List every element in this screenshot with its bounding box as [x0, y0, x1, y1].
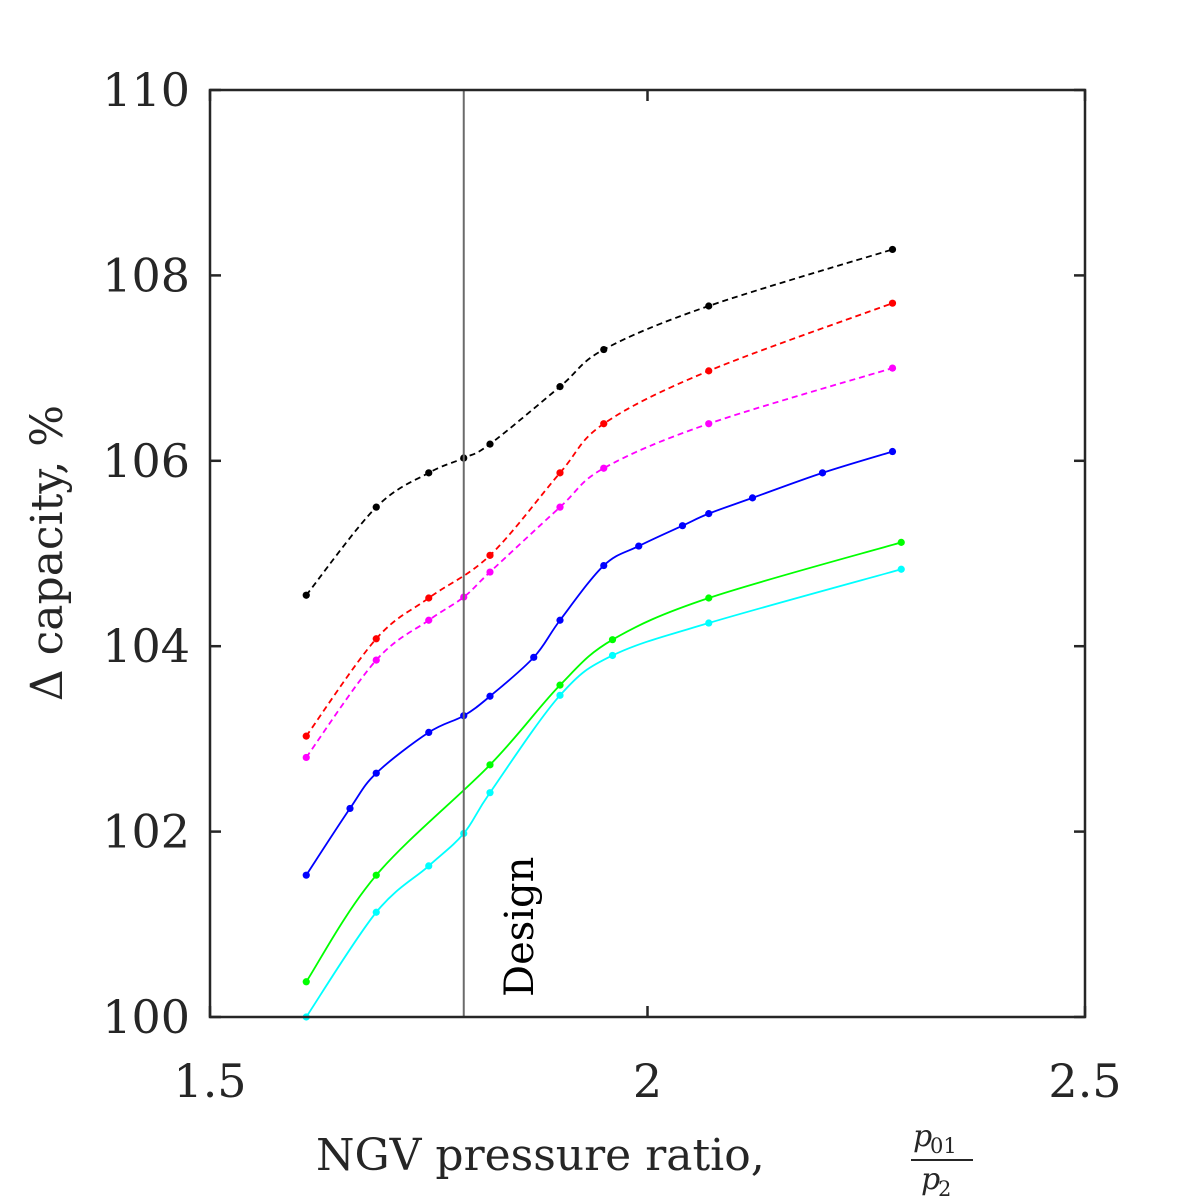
- series-layer: [302, 245, 905, 1021]
- data-point: [897, 565, 905, 573]
- y-tick-label: 102: [102, 805, 190, 859]
- tick-layer: 1.5 2 2.5 100 102 104 106 108 110: [102, 63, 1121, 1108]
- data-point: [486, 692, 494, 700]
- y-tick-label: 110: [102, 63, 190, 117]
- data-point: [556, 503, 564, 511]
- data-point: [425, 594, 433, 602]
- data-point: [705, 367, 713, 375]
- data-point: [486, 568, 494, 576]
- data-point: [600, 420, 608, 428]
- y-tick-label: 104: [102, 619, 190, 673]
- data-point: [530, 653, 538, 661]
- series-0: [302, 245, 897, 599]
- data-point: [372, 503, 380, 511]
- x-tick-label: 1.5: [173, 1054, 246, 1108]
- data-point: [302, 591, 310, 599]
- fraction-denominator-base: p: [921, 1162, 940, 1197]
- data-point: [888, 299, 897, 307]
- data-point: [372, 656, 380, 664]
- data-point: [556, 616, 564, 624]
- data-point: [608, 651, 617, 660]
- y-axis-label: Δ capacity, %: [22, 405, 73, 701]
- fraction-denominator-sub: 2: [938, 1177, 951, 1200]
- data-point: [556, 383, 564, 391]
- data-point: [608, 636, 617, 644]
- series-4: [302, 538, 905, 986]
- data-point: [425, 728, 433, 737]
- data-point: [556, 469, 564, 477]
- y-tick-label: 100: [102, 990, 190, 1044]
- data-point: [888, 447, 897, 456]
- x-axis-label-fraction: p 01 p 2: [911, 1119, 973, 1200]
- data-point: [705, 510, 713, 518]
- data-point: [678, 522, 687, 530]
- series-1: [302, 299, 897, 740]
- data-point: [425, 862, 433, 870]
- data-point: [425, 616, 433, 624]
- annotation-layer: Design: [462, 90, 543, 1017]
- data-point: [346, 804, 354, 813]
- data-point: [556, 691, 564, 699]
- fraction-numerator-base: p: [913, 1119, 932, 1154]
- data-point: [302, 871, 310, 879]
- data-point: [705, 302, 713, 310]
- series-3: [302, 447, 897, 879]
- data-point: [302, 753, 310, 762]
- data-point: [372, 908, 380, 916]
- data-point: [600, 561, 608, 570]
- data-point: [600, 345, 608, 354]
- y-tick-label: 108: [102, 248, 190, 302]
- data-point: [556, 681, 564, 689]
- x-tick-label: 2.5: [1048, 1054, 1121, 1108]
- data-point: [600, 464, 608, 472]
- data-point: [888, 245, 897, 254]
- series-line: [305, 302, 893, 737]
- data-point: [635, 542, 643, 550]
- x-axis-label: NGV pressure ratio,: [316, 1130, 779, 1181]
- data-point: [705, 619, 713, 627]
- data-point: [705, 594, 713, 602]
- data-point: [372, 871, 380, 879]
- data-point: [818, 469, 827, 477]
- data-point: [486, 761, 494, 769]
- data-point: [486, 789, 494, 797]
- design-label: Design: [497, 857, 543, 997]
- data-point: [748, 494, 757, 502]
- fraction-numerator-sub: 01: [930, 1134, 957, 1158]
- data-point: [705, 420, 713, 428]
- data-point: [486, 440, 494, 448]
- data-point: [372, 635, 380, 643]
- data-point: [302, 978, 310, 986]
- data-point: [888, 364, 897, 372]
- data-point: [302, 732, 310, 740]
- data-point: [372, 769, 380, 777]
- data-point: [897, 538, 905, 546]
- data-point: [425, 469, 433, 477]
- y-tick-label: 106: [102, 434, 190, 488]
- y-axis-label-group: Δ capacity, %: [22, 405, 73, 701]
- x-tick-label: 2: [633, 1054, 662, 1108]
- data-point: [486, 551, 494, 559]
